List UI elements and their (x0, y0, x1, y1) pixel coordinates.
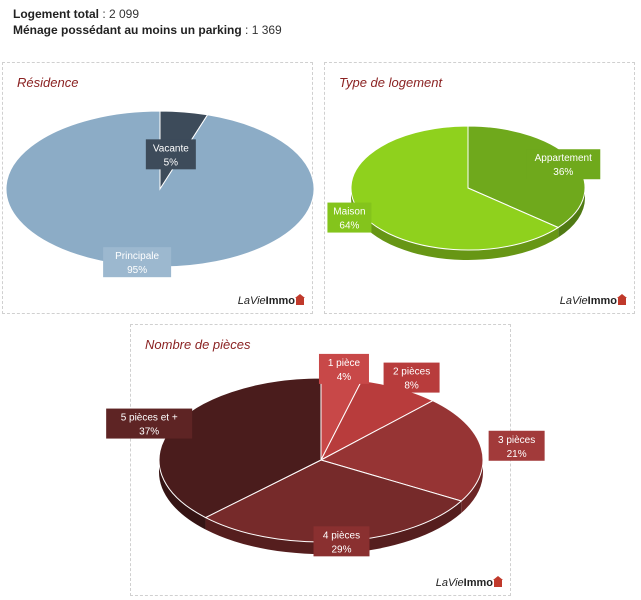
summary: Logement total : 2 099 Ménage possédant … (13, 6, 282, 38)
slice-label-bg (526, 149, 601, 180)
brand-part1: LaVie (559, 295, 588, 307)
pie-slice (5, 110, 315, 268)
pie-slice-side (205, 501, 462, 554)
brand-part2: Immo (587, 295, 617, 307)
slice-label-bg (106, 408, 193, 439)
pie-chart-type-logement: Appartement 36% Maison 64% (327, 125, 601, 260)
pie-chart-nombre-pieces: 1 pièce 4% 2 pièces 8% 3 pièces 21% 4 pièces 29… (106, 353, 545, 557)
slice-label-bg (318, 353, 369, 384)
slice-label-name: Maison (333, 207, 365, 218)
slice-label-percent: 4% (337, 372, 352, 383)
pie-slice-side (461, 460, 483, 513)
house-icon (617, 294, 627, 305)
slice-label: Appartement 36% (526, 149, 601, 180)
pie-slice (319, 400, 484, 502)
slice-label: Principale 95% (103, 247, 172, 278)
chart-panel-nombre-pieces: Nombre de pièces 1 pièce 4% 2 pièces 8% 3 pi… (106, 324, 545, 596)
slice-label-name: 5 pièces et + (121, 413, 178, 424)
slice-label-name: Principale (115, 251, 159, 262)
chart-title: Type de logement (339, 75, 443, 90)
pie-chart-residence: Vacante 5% Principale 95% (5, 110, 315, 278)
summary-parking-label: Ménage possédant au moins un parking (13, 23, 242, 37)
summary-parking-value: : 1 369 (241, 23, 282, 37)
slice-label-name: Appartement (535, 153, 592, 164)
summary-total-label: Logement total (13, 7, 99, 21)
summary-total: Logement total : 2 099 (13, 6, 282, 22)
slice-label-name: Vacante (153, 143, 189, 154)
brand-part1: LaVie (435, 577, 464, 589)
chart-title: Résidence (17, 75, 79, 90)
pie-slice-side (159, 460, 206, 530)
slice-label-percent: 64% (339, 221, 359, 232)
slice-label-percent: 8% (404, 381, 419, 392)
slice-label-name: 3 pièces (498, 435, 535, 446)
slice-label-bg (145, 139, 196, 170)
slice-label-bg (313, 526, 370, 557)
slice-label: Vacante 5% (145, 139, 196, 170)
summary-parking: Ménage possédant au moins un parking : 1… (13, 22, 282, 38)
slice-label-percent: 37% (139, 427, 159, 438)
chart-panel-type-logement: Type de logement Appartement 36% Maison 64%… (324, 62, 635, 314)
house-icon (493, 576, 503, 587)
slice-label-percent: 5% (164, 157, 179, 168)
slice-label-percent: 36% (553, 167, 573, 178)
pie-slice-side (558, 188, 585, 238)
slice-label: 4 pièces 29% (313, 526, 370, 557)
slice-label-percent: 29% (332, 544, 352, 555)
slice-label-bg (488, 430, 545, 461)
slice-label-percent: 21% (507, 449, 527, 460)
slice-label: 2 pièces 8% (383, 362, 440, 393)
brand-logo: LaVieImmo (559, 294, 627, 307)
brand-part2: Immo (463, 577, 493, 589)
slice-label: 1 pièce 4% (318, 353, 369, 384)
slice-label-bg (103, 247, 172, 278)
brand-logo: LaVieImmo (237, 294, 305, 307)
slice-label: 3 pièces 21% (488, 430, 545, 461)
slice-label-percent: 95% (127, 265, 147, 276)
brand-part2: Immo (265, 295, 295, 307)
pie-slice-side (351, 188, 559, 260)
slice-label: Maison 64% (327, 202, 372, 233)
slice-label-name: 2 pièces (393, 367, 430, 378)
slice-label-bg (327, 202, 372, 233)
slice-label-name: 1 pièce (328, 358, 361, 369)
slice-label-bg (383, 362, 440, 393)
chart-title: Nombre de pièces (145, 337, 251, 352)
house-icon (295, 294, 305, 305)
slice-label: 5 pièces et + 37% (106, 408, 193, 439)
chart-panel-residence: Résidence Vacante 5% Principale 95% LaVieIm… (2, 62, 315, 314)
brand-logo: LaVieImmo (435, 576, 503, 589)
slice-label-name: 4 pièces (323, 530, 360, 541)
summary-total-value: : 2 099 (99, 7, 140, 21)
brand-part1: LaVie (237, 295, 266, 307)
